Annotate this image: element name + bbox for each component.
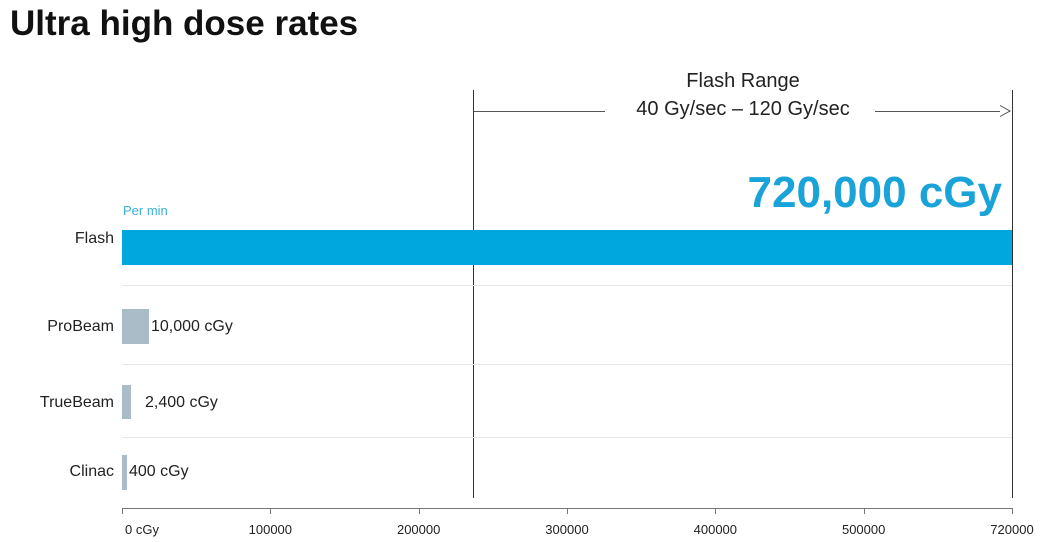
category-label-probeam: ProBeam (47, 318, 114, 335)
page-title: Ultra high dose rates (10, 4, 359, 43)
flash-range-values: 40 Gy/sec – 120 Gy/sec (636, 98, 850, 120)
row-separator (122, 364, 1012, 365)
category-label-flash: Flash (74, 230, 114, 247)
flash-value-label: 720,000 cGy (747, 168, 1002, 217)
x-tick (863, 508, 865, 514)
flash-range-start-line (473, 90, 474, 498)
bar-flash (122, 230, 1012, 265)
x-tick (567, 508, 568, 514)
bar-clinac (122, 455, 127, 490)
arrow-right-icon (1000, 105, 1011, 117)
flash-range-end-line (1012, 90, 1013, 498)
x-tick-label: 400000 (693, 522, 738, 537)
unit-note: Per min (123, 203, 168, 218)
x-tick-label: 500000 (841, 522, 886, 537)
x-tick-label: 100000 (248, 522, 293, 537)
category-label-clinac: Clinac (69, 463, 114, 480)
row-separator (122, 437, 1012, 438)
value-label-truebeam: 2,400 cGy (145, 394, 218, 411)
x-tick-label: 0 cGy (125, 522, 159, 537)
x-tick (715, 508, 717, 514)
bar-probeam (122, 309, 149, 344)
x-tick (1012, 508, 1013, 514)
x-tick-label: 300000 (545, 522, 589, 537)
x-tick-label: 720000 (990, 522, 1034, 537)
value-label-probeam: 10,000 cGy (151, 318, 233, 335)
x-tick (418, 508, 420, 514)
value-label-clinac: 400 cGy (129, 463, 189, 480)
x-tick-label: 200000 (396, 522, 441, 537)
bar-truebeam (122, 385, 131, 419)
x-tick (122, 508, 123, 514)
category-label-truebeam: TrueBeam (39, 394, 114, 411)
x-tick (270, 508, 272, 514)
flash-range-title: Flash Range (686, 70, 800, 92)
range-label-background (605, 100, 875, 124)
row-separator (122, 285, 1012, 286)
